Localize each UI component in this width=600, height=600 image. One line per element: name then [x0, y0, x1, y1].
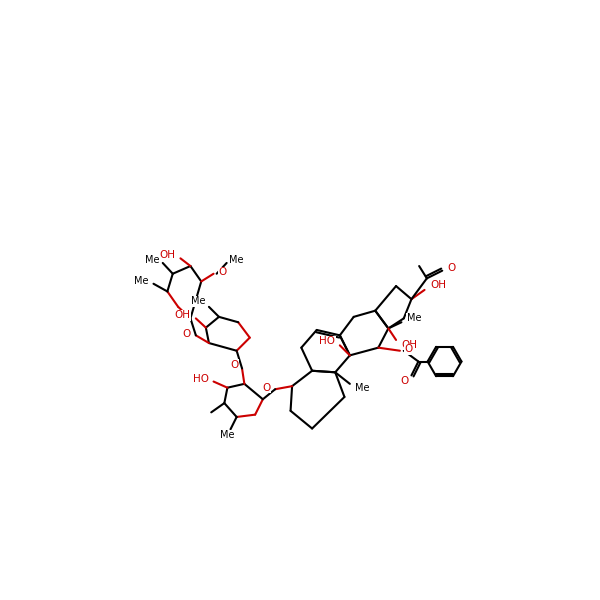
Text: Me: Me: [134, 277, 148, 286]
Text: O: O: [230, 359, 238, 370]
Text: OH: OH: [159, 250, 175, 260]
Text: O: O: [448, 263, 456, 272]
Text: Me: Me: [220, 430, 235, 440]
Text: O: O: [182, 329, 190, 339]
Text: Me: Me: [355, 383, 370, 392]
Text: O: O: [218, 267, 226, 277]
Text: Me: Me: [407, 313, 421, 323]
Text: Me: Me: [145, 255, 160, 265]
Text: O: O: [262, 383, 271, 392]
Text: Me: Me: [229, 255, 244, 265]
Text: HO: HO: [319, 337, 335, 346]
Text: Me: Me: [191, 296, 206, 307]
Text: O: O: [400, 376, 409, 386]
Text: OH: OH: [431, 280, 446, 290]
Text: OH: OH: [175, 310, 190, 320]
Text: HO: HO: [193, 374, 209, 384]
Text: O: O: [404, 344, 413, 354]
Text: OH: OH: [401, 340, 418, 350]
